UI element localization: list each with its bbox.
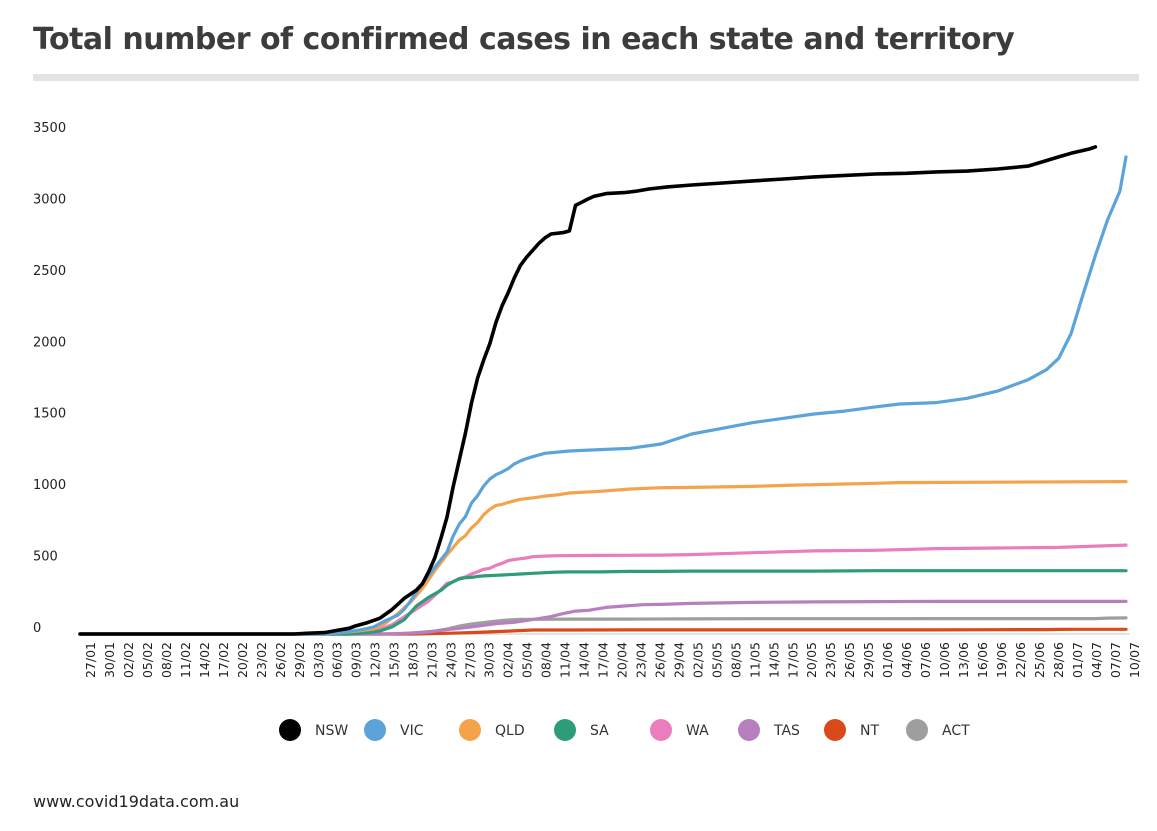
x-tick-label: 08/04 bbox=[539, 642, 554, 678]
series-line-sa bbox=[78, 569, 1128, 636]
legend-marker-wa bbox=[650, 719, 672, 741]
x-tick-label: 17/04 bbox=[595, 642, 610, 678]
x-tick-label: 16/06 bbox=[975, 642, 990, 678]
x-tick-label: 01/07 bbox=[1070, 642, 1085, 678]
x-tick-label: 20/04 bbox=[614, 642, 629, 678]
series-line-nsw bbox=[78, 145, 1098, 636]
x-tick-label: 27/03 bbox=[463, 642, 478, 678]
y-tick-label: 1000 bbox=[33, 478, 66, 493]
x-tick-label: 28/06 bbox=[1051, 642, 1066, 678]
y-tick-label: 3500 bbox=[33, 121, 66, 136]
legend-label-sa: SA bbox=[590, 723, 609, 739]
series-line-wa bbox=[78, 543, 1128, 636]
x-tick-label: 08/05 bbox=[728, 642, 743, 678]
legend-marker-vic bbox=[364, 719, 386, 741]
series-line-qld bbox=[78, 480, 1128, 636]
chart-title: Total number of confirmed cases in each … bbox=[33, 22, 1015, 57]
legend-marker-nt bbox=[824, 719, 846, 741]
legend-label-wa: WA bbox=[686, 723, 709, 739]
x-tick-label: 05/02 bbox=[140, 642, 155, 678]
x-tick-label: 05/05 bbox=[709, 642, 724, 678]
x-tick-label: 15/03 bbox=[387, 642, 402, 678]
legend-label-nsw: NSW bbox=[315, 723, 348, 739]
x-tick-label: 20/05 bbox=[804, 642, 819, 678]
legend-marker-tas bbox=[738, 719, 760, 741]
series-line-tas bbox=[78, 599, 1128, 636]
x-tick-label: 10/06 bbox=[937, 642, 952, 678]
x-tick-label: 14/05 bbox=[766, 642, 781, 678]
title-divider bbox=[33, 74, 1139, 81]
x-tick-label: 04/06 bbox=[899, 642, 914, 678]
series-line-vic bbox=[78, 155, 1128, 636]
x-tick-label: 14/02 bbox=[197, 642, 212, 678]
x-tick-label: 18/03 bbox=[406, 642, 421, 678]
x-tick-label: 30/03 bbox=[482, 642, 497, 678]
y-tick-label: 1500 bbox=[33, 407, 66, 422]
legend-marker-qld bbox=[459, 719, 481, 741]
x-tick-label: 17/05 bbox=[785, 642, 800, 678]
x-tick-label: 26/05 bbox=[842, 642, 857, 678]
x-tick-label: 04/07 bbox=[1089, 642, 1104, 678]
x-tick-label: 14/04 bbox=[576, 642, 591, 678]
x-tick-label: 20/02 bbox=[235, 642, 250, 678]
x-tick-label: 19/06 bbox=[994, 642, 1009, 678]
y-tick-label: 2500 bbox=[33, 264, 66, 279]
legend-marker-act bbox=[906, 719, 928, 741]
x-axis: 27/01 30/01 02/02 05/02 08/02 11/02 14/02 17/02… bbox=[80, 633, 1142, 678]
legend-marker-nsw bbox=[279, 719, 301, 741]
x-tick-label: 03/03 bbox=[311, 642, 326, 678]
y-tick-label: 0 bbox=[33, 621, 41, 636]
x-tick-label: 29/02 bbox=[292, 642, 307, 678]
x-tick-label: 23/05 bbox=[823, 642, 838, 678]
x-tick-label: 06/03 bbox=[330, 642, 345, 678]
x-tick-label: 02/02 bbox=[121, 642, 136, 678]
legend-label-act: ACT bbox=[942, 723, 970, 739]
x-tick-label: 21/03 bbox=[425, 642, 440, 678]
x-tick-label: 11/05 bbox=[747, 642, 762, 678]
x-tick-label: 02/04 bbox=[501, 642, 516, 678]
x-tick-label: 07/06 bbox=[918, 642, 933, 678]
source-url: www.covid19data.com.au bbox=[33, 792, 240, 811]
x-tick-label: 24/03 bbox=[444, 642, 459, 678]
x-tick-label: 10/07 bbox=[1127, 642, 1142, 678]
x-tick-label: 12/03 bbox=[368, 642, 383, 678]
series-line-nt bbox=[78, 627, 1128, 636]
x-tick-label: 11/04 bbox=[558, 642, 573, 678]
y-tick-label: 3000 bbox=[33, 192, 66, 207]
x-tick-label: 25/06 bbox=[1032, 642, 1047, 678]
x-tick-label: 01/06 bbox=[880, 642, 895, 678]
x-tick-label: 23/04 bbox=[633, 642, 648, 678]
y-tick-label: 500 bbox=[33, 550, 58, 565]
x-tick-label: 09/03 bbox=[349, 642, 364, 678]
x-tick-label: 29/04 bbox=[671, 642, 686, 678]
x-tick-label: 26/02 bbox=[273, 642, 288, 678]
x-tick-label: 23/02 bbox=[254, 642, 269, 678]
legend: NSW VIC QLD SA WA TAS NT ACT bbox=[279, 719, 970, 741]
x-tick-label: 11/02 bbox=[178, 642, 193, 678]
x-tick-label: 05/04 bbox=[520, 642, 535, 678]
series-line-act bbox=[78, 616, 1128, 636]
x-tick-label: 08/02 bbox=[159, 642, 174, 678]
x-tick-label: 17/02 bbox=[216, 642, 231, 678]
y-axis: 0 500 1000 1500 2000 2500 3000 3500 bbox=[33, 121, 66, 636]
legend-label-vic: VIC bbox=[400, 723, 424, 739]
x-tick-label: 22/06 bbox=[1013, 642, 1028, 678]
legend-marker-sa bbox=[554, 719, 576, 741]
x-tick-label: 07/07 bbox=[1108, 642, 1123, 678]
plot-area bbox=[78, 145, 1128, 636]
legend-label-tas: TAS bbox=[773, 723, 800, 739]
x-tick-label: 30/01 bbox=[102, 642, 117, 678]
legend-label-nt: NT bbox=[860, 723, 879, 739]
x-tick-label: 29/05 bbox=[861, 642, 876, 678]
x-tick-label: 27/01 bbox=[83, 642, 98, 678]
y-tick-label: 2000 bbox=[33, 335, 66, 350]
legend-label-qld: QLD bbox=[495, 723, 525, 739]
x-tick-label: 13/06 bbox=[956, 642, 971, 678]
x-tick-label: 26/04 bbox=[652, 642, 667, 678]
x-tick-label: 02/05 bbox=[690, 642, 705, 678]
